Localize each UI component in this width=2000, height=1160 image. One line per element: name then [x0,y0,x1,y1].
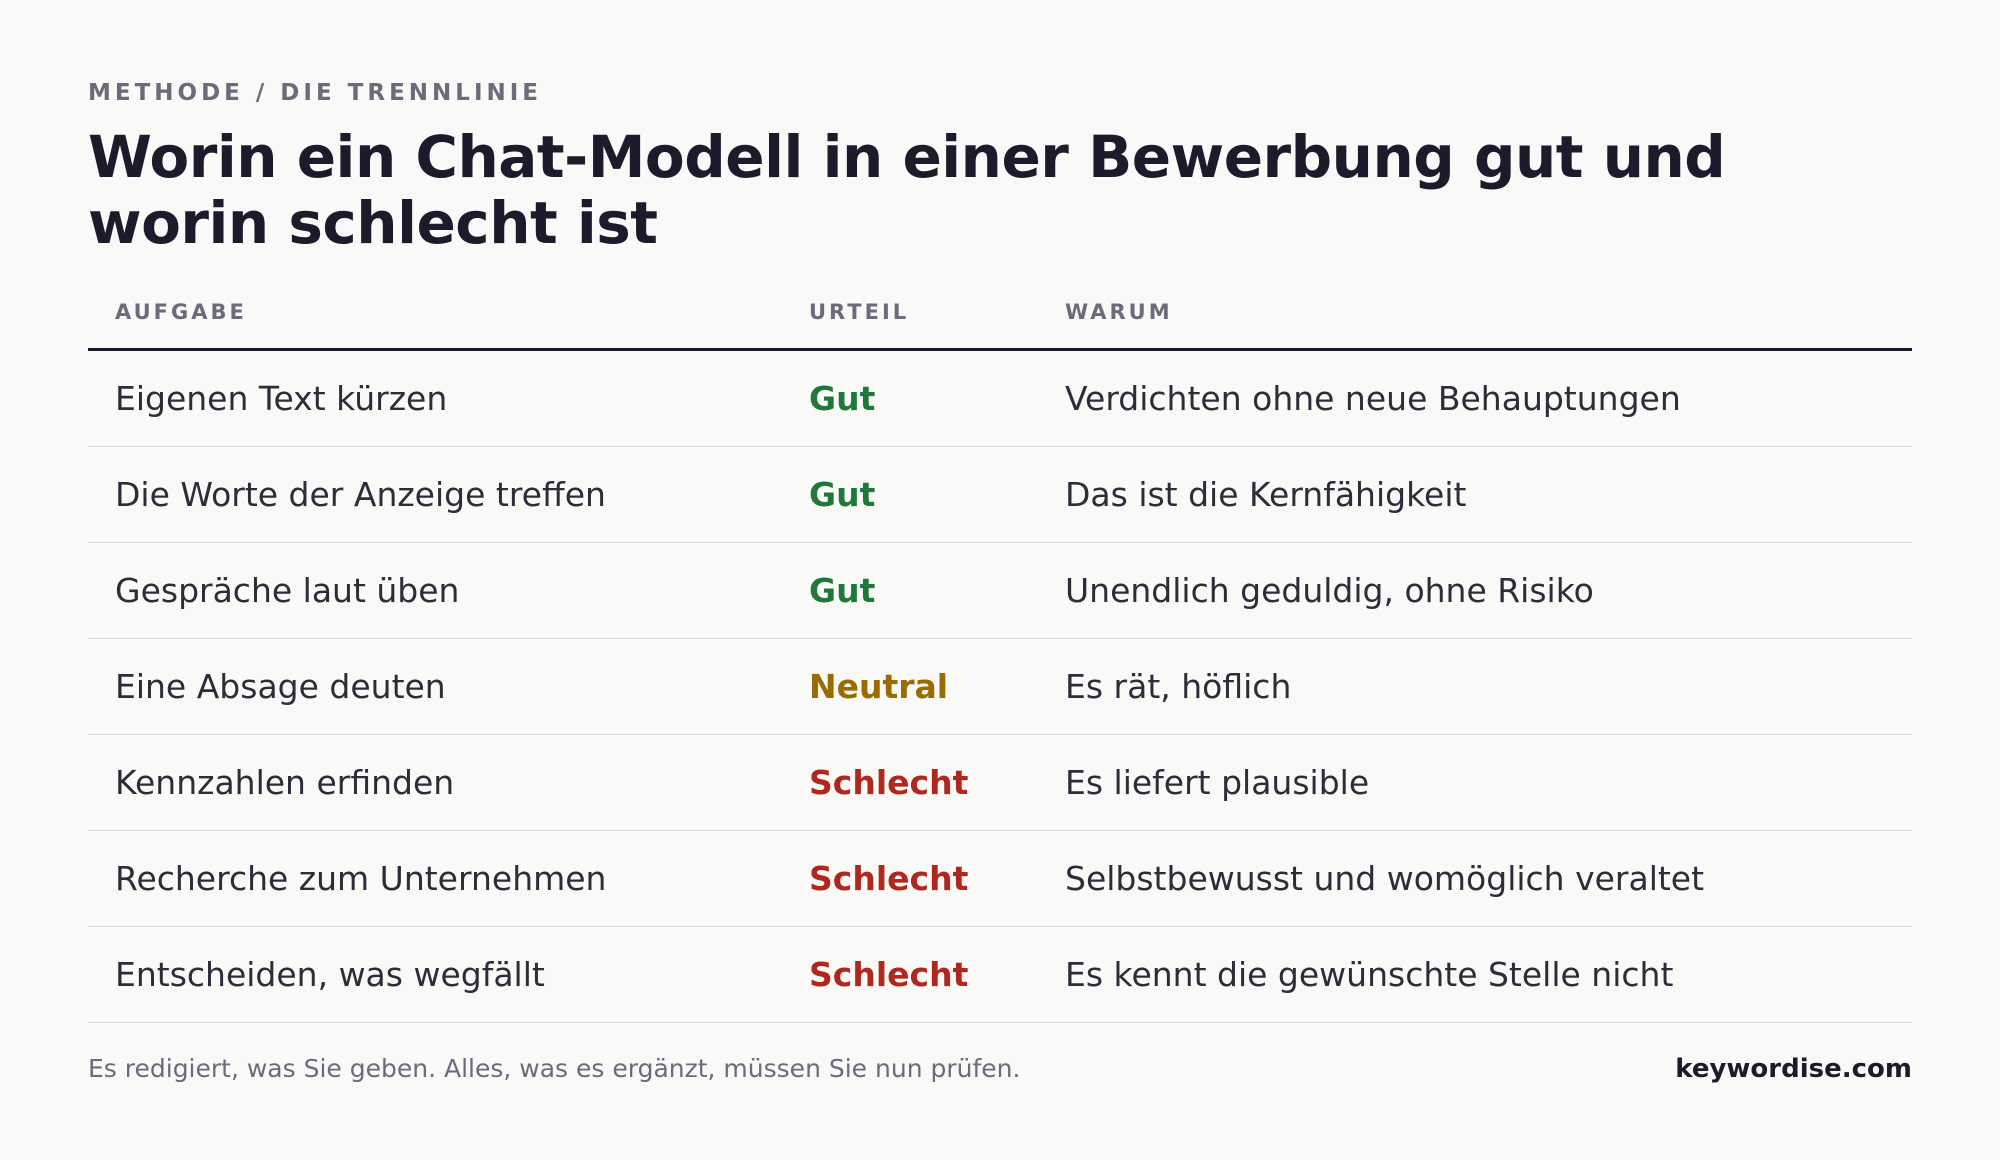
breadcrumb: METHODE / DIE TRENNLINIE [88,80,543,106]
table-row: Eigenen Text kürzen Gut Verdichten ohne … [88,351,1912,447]
table-row: Recherche zum Unternehmen Schlecht Selbs… [88,831,1912,927]
column-header-task: AUFGABE [115,300,247,324]
verdict-cell: Schlecht [809,763,969,802]
column-header-verdict: URTEIL [809,300,910,324]
task-cell: Recherche zum Unternehmen [115,859,607,898]
table-row: Entscheiden, was wegfällt Schlecht Es ke… [88,927,1912,1023]
why-cell: Selbstbewusst und womöglich veraltet [1065,859,1705,898]
table-header: AUFGABE URTEIL WARUM [88,290,1912,351]
verdict-cell: Gut [809,379,876,418]
why-cell: Es kennt die gewünschte Stelle nicht [1065,955,1674,994]
task-cell: Gespräche laut üben [115,571,460,610]
verdict-cell: Gut [809,475,876,514]
why-cell: Es rät, höflich [1065,667,1292,706]
footer-note: Es redigiert, was Sie geben. Alles, was … [88,1054,1021,1083]
table-row: Gespräche laut üben Gut Unendlich geduld… [88,543,1912,639]
task-cell: Kennzahlen erfinden [115,763,455,802]
verdict-cell: Schlecht [809,955,969,994]
task-cell: Die Worte der Anzeige treffen [115,475,606,514]
why-cell: Das ist die Kernfähigkeit [1065,475,1467,514]
table-row: Eine Absage deuten Neutral Es rät, höfli… [88,639,1912,735]
why-cell: Verdichten ohne neue Behauptungen [1065,379,1681,418]
table-row: Die Worte der Anzeige treffen Gut Das is… [88,447,1912,543]
verdict-cell: Neutral [809,667,949,706]
why-cell: Es liefert plausible [1065,763,1370,802]
page-title: Worin ein Chat-Modell in einer Bewerbung… [88,123,1726,257]
verdict-table: AUFGABE URTEIL WARUM Eigenen Text kürzen… [88,290,1912,1023]
verdict-cell: Schlecht [809,859,969,898]
task-cell: Eine Absage deuten [115,667,446,706]
verdict-cell: Gut [809,571,876,610]
table-row: Kennzahlen erfinden Schlecht Es liefert … [88,735,1912,831]
task-cell: Entscheiden, was wegfällt [115,955,545,994]
brand-label: keywordise.com [1675,1054,1912,1084]
column-header-why: WARUM [1065,300,1173,324]
why-cell: Unendlich geduldig, ohne Risiko [1065,571,1594,610]
task-cell: Eigenen Text kürzen [115,379,448,418]
